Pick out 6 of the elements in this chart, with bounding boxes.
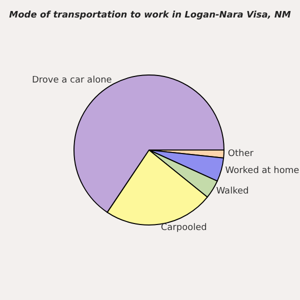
slice-label: Worked at home <box>225 166 300 176</box>
slice-label: Other <box>228 149 254 160</box>
slice-label: Walked <box>216 186 249 196</box>
chart-title: Mode of transportation to work in Logan-Nara Visa, NM <box>9 10 291 20</box>
slice-label: Carpooled <box>160 223 207 234</box>
slice-label: Drove a car alone <box>32 75 112 86</box>
